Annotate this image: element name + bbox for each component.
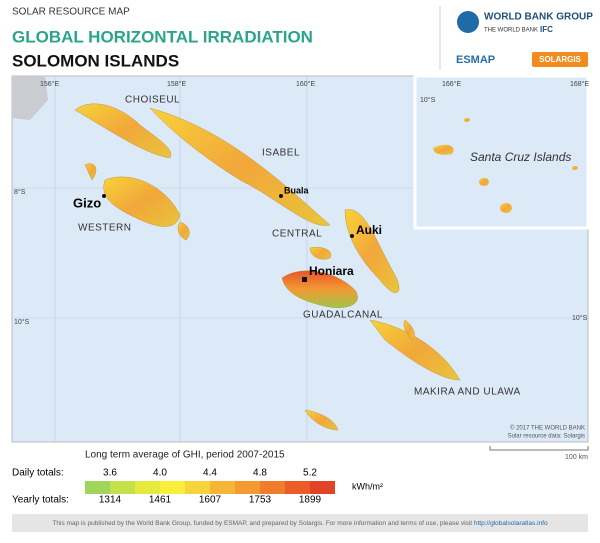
daily-label: Daily totals: xyxy=(12,468,64,479)
lat-label: 8°S xyxy=(14,188,26,196)
scale-bar xyxy=(489,446,589,451)
yearly-value: 1753 xyxy=(249,495,272,506)
footer-link[interactable]: http://globalsolaratlas.info xyxy=(474,520,548,527)
country: SOLOMON ISLANDS xyxy=(12,51,179,70)
daily-value: 5.2 xyxy=(303,468,317,479)
town-markers xyxy=(102,194,354,282)
lon-label: 160°E xyxy=(296,80,315,88)
inset-name: Santa Cruz Islands xyxy=(470,150,571,164)
region-label: CENTRAL xyxy=(272,229,322,240)
scale-label: 100 km xyxy=(565,454,588,461)
legend-title: Long term average of GHI, period 2007-20… xyxy=(85,450,285,461)
daily-value: 3.6 xyxy=(103,468,117,479)
ifc-text: IFC xyxy=(540,25,553,34)
inset-islands xyxy=(433,118,578,213)
footer: This map is published by the World Bank … xyxy=(52,520,548,527)
credit: Solar resource data: Solargis xyxy=(508,434,585,440)
daily-value: 4.8 xyxy=(253,468,267,479)
daily-value: 4.4 xyxy=(203,468,217,479)
lat-label: 10°S xyxy=(14,318,30,326)
inset-lat: 10°S xyxy=(420,96,436,104)
credit: © 2017 THE WORLD BANK xyxy=(510,425,585,432)
lon-label: 156°E xyxy=(40,80,59,88)
legend-bar xyxy=(85,481,335,494)
legend-swatch xyxy=(260,481,285,494)
legend-unit: kWh/m² xyxy=(352,481,383,491)
wbg-text: WORLD BANK GROUP xyxy=(484,12,593,23)
town-label: Buala xyxy=(284,185,310,195)
region-label: CHOISEUL xyxy=(125,95,180,106)
town-label: Honiara xyxy=(309,264,354,278)
yearly-label: Yearly totals: xyxy=(12,495,69,506)
legend-swatch xyxy=(110,481,135,494)
region-label: WESTERN xyxy=(78,223,132,234)
legend-swatch xyxy=(235,481,260,494)
kicker: SOLAR RESOURCE MAP xyxy=(12,7,130,18)
region-label: MAKIRA AND ULAWA xyxy=(414,387,521,398)
legend-swatch xyxy=(210,481,235,494)
legend-swatch xyxy=(160,481,185,494)
legend-swatch xyxy=(135,481,160,494)
town-label: Gizo xyxy=(73,195,101,210)
lon-label: 158°E xyxy=(167,80,186,88)
islands xyxy=(74,103,461,431)
landmass xyxy=(12,76,48,120)
legend-swatch xyxy=(85,481,110,494)
yearly-value: 1461 xyxy=(149,495,172,506)
esmap-text: ESMAP xyxy=(456,54,495,66)
solargis-text: SOLARGIS xyxy=(539,55,581,64)
region-label: GUADALCANAL xyxy=(303,310,383,321)
wb-text: THE WORLD BANK xyxy=(484,28,538,34)
legend-swatch xyxy=(185,481,210,494)
town-label: Auki xyxy=(356,223,382,237)
footer-bg xyxy=(12,514,588,532)
region-label: ISABEL xyxy=(262,148,300,159)
inset-lon: 166°E xyxy=(442,80,461,88)
solargis-logo xyxy=(532,52,588,67)
yearly-value: 1314 xyxy=(99,495,122,506)
legend-ticks: 3.6 1314 4.0 1461 4.4 1607 4.8 1753 5.2 1899 xyxy=(99,468,322,506)
footer-text: This map is published by the World Bank … xyxy=(52,520,472,527)
title: GLOBAL HORIZONTAL IRRADIATION xyxy=(12,27,313,46)
legend-swatch xyxy=(285,481,310,494)
wbg-logo xyxy=(457,11,479,33)
daily-value: 4.0 xyxy=(153,468,167,479)
yearly-value: 1607 xyxy=(199,495,222,506)
lat-label: 10°S xyxy=(572,314,588,322)
inset-lon: 168°E xyxy=(570,80,589,88)
legend-swatch xyxy=(310,481,335,494)
yearly-value: 1899 xyxy=(299,495,322,506)
